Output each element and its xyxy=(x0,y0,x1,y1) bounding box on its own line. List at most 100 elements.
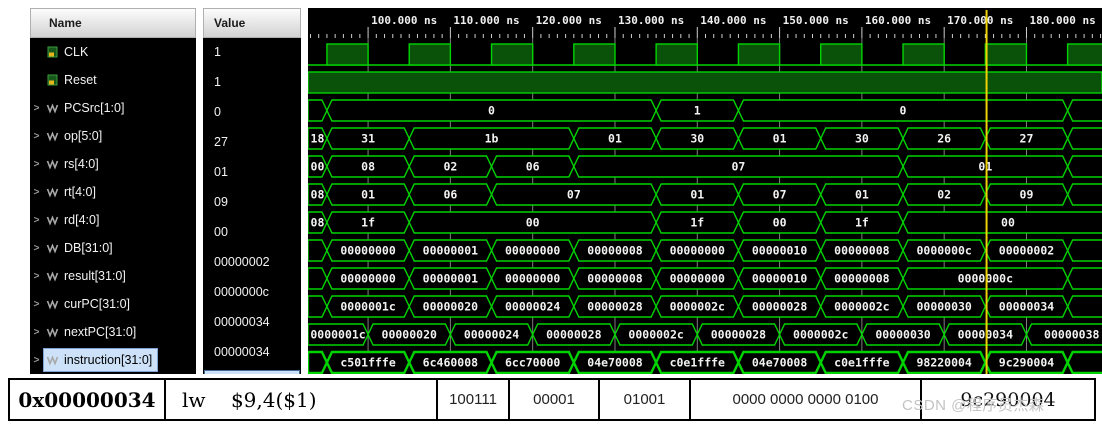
signal-value-reset[interactable]: 1 xyxy=(203,70,301,98)
signal-name-label: nextPC[31:0] xyxy=(64,325,137,339)
svg-text:00000001: 00000001 xyxy=(423,244,478,258)
signal-row-clk[interactable]: >CLK xyxy=(30,38,196,66)
waveform-area[interactable]: 100.000 ns 110.000 ns 120.000 ns 130.000 ns… xyxy=(308,8,1102,374)
signal-row-result[interactable]: > result[31:0] xyxy=(30,262,196,290)
svg-text:07: 07 xyxy=(567,188,581,202)
svg-text:110.000 ns: 110.000 ns xyxy=(453,14,519,27)
signal-row-reset[interactable]: >Reset xyxy=(30,66,196,94)
expand-arrow-icon[interactable]: > xyxy=(33,130,40,142)
signal-value-text: 00000002 xyxy=(214,255,270,269)
signal-value-text: 00000034 xyxy=(214,345,270,359)
svg-text:00000002: 00000002 xyxy=(999,244,1054,258)
svg-text:140.000 ns: 140.000 ns xyxy=(700,14,766,27)
svg-text:07: 07 xyxy=(731,160,745,174)
signal-row-rt[interactable]: > rt[4:0] xyxy=(30,178,196,206)
value-column-header[interactable]: Value xyxy=(203,8,301,38)
svg-text:08: 08 xyxy=(311,188,325,202)
port-signal-icon xyxy=(46,46,60,58)
decode-opcode-cell: 100111 xyxy=(438,380,510,419)
signal-name-cell: op[5:0] xyxy=(43,124,108,148)
signal-name-list: >CLK>Reset > PCSrc[1:0] > op[5:0] > rs[4:0] > rt… xyxy=(30,38,196,374)
signal-name-cell: result[31:0] xyxy=(43,264,132,288)
signal-value-rd[interactable]: 00 xyxy=(203,220,301,248)
expand-arrow-icon[interactable]: > xyxy=(33,214,40,226)
expand-arrow-icon[interactable]: > xyxy=(33,158,40,170)
signal-name-label: rs[4:0] xyxy=(64,157,99,171)
signal-name-label: PCSrc[1:0] xyxy=(64,101,125,115)
signal-value-op[interactable]: 27 xyxy=(203,130,301,158)
svg-text:0: 0 xyxy=(488,104,495,118)
signal-value-nextpc[interactable]: 00000034 xyxy=(203,340,301,368)
signal-row-op[interactable]: > op[5:0] xyxy=(30,122,196,150)
signal-row-db[interactable]: > DB[31:0] xyxy=(30,234,196,262)
svg-text:01: 01 xyxy=(690,188,704,202)
svg-text:00000030: 00000030 xyxy=(875,328,930,342)
signal-value-curpc[interactable]: 00000034 xyxy=(203,310,301,338)
svg-text:00000024: 00000024 xyxy=(464,328,519,342)
svg-text:98220004: 98220004 xyxy=(916,356,971,370)
signal-name-label: rt[4:0] xyxy=(64,185,96,199)
signal-value-instruction[interactable]: 9c290004 xyxy=(203,370,301,374)
signal-row-instruction[interactable]: > instruction[31:0] xyxy=(30,346,196,374)
svg-text:0000002c: 0000002c xyxy=(793,328,848,342)
expand-arrow-icon[interactable]: > xyxy=(33,186,40,198)
bus-signal-icon xyxy=(46,298,60,310)
signal-name-label: curPC[31:0] xyxy=(64,297,131,311)
expand-arrow-icon[interactable]: > xyxy=(33,102,40,114)
svg-text:02: 02 xyxy=(937,188,951,202)
signal-row-rs[interactable]: > rs[4:0] xyxy=(30,150,196,178)
signal-value-rs[interactable]: 01 xyxy=(203,160,301,188)
svg-text:00000038: 00000038 xyxy=(1044,328,1099,342)
signal-name-cell: nextPC[31:0] xyxy=(43,320,142,344)
svg-text:00000034: 00000034 xyxy=(958,328,1013,342)
signal-row-nextpc[interactable]: > nextPC[31:0] xyxy=(30,318,196,346)
svg-text:6cc70000: 6cc70000 xyxy=(505,356,560,370)
signal-row-curpc[interactable]: > curPC[31:0] xyxy=(30,290,196,318)
wave-row-db: 00000000 00000001 00000000 00000008 00000000… xyxy=(308,239,1102,262)
svg-text:02: 02 xyxy=(443,160,457,174)
svg-text:c0e1fffe: c0e1fffe xyxy=(834,356,889,370)
signal-value-text: 01 xyxy=(214,165,228,179)
name-column-header[interactable]: Name xyxy=(30,8,196,38)
signal-value-pcsrc[interactable]: 0 xyxy=(203,100,301,128)
signal-row-pcsrc[interactable]: > PCSrc[1:0] xyxy=(30,94,196,122)
signal-name-label: op[5:0] xyxy=(64,129,103,143)
signal-value-text: 27 xyxy=(214,135,228,149)
svg-text:180.000 ns: 180.000 ns xyxy=(1029,14,1095,27)
expand-arrow-icon[interactable]: > xyxy=(33,354,40,366)
svg-text:c501fffe: c501fffe xyxy=(340,356,395,370)
bus-signal-icon xyxy=(46,158,60,170)
expand-arrow-icon[interactable]: > xyxy=(33,242,40,254)
expand-arrow-icon[interactable]: > xyxy=(33,298,40,310)
svg-text:160.000 ns: 160.000 ns xyxy=(865,14,931,27)
signal-name-panel: Name >CLK>Reset > PCSrc[1:0] > op[5:0] > rs[4:… xyxy=(30,8,196,374)
wave-row-rt: 08 01 06 07 01 07 01 02 09 xyxy=(308,183,1102,206)
svg-text:07: 07 xyxy=(773,188,787,202)
svg-text:00000028: 00000028 xyxy=(752,300,807,314)
expand-arrow-icon[interactable]: > xyxy=(33,326,40,338)
signal-row-rd[interactable]: > rd[4:0] xyxy=(30,206,196,234)
signal-name-cell: rd[4:0] xyxy=(43,208,105,232)
expand-arrow-icon[interactable]: > xyxy=(33,270,40,282)
signal-value-clk[interactable]: 1 xyxy=(203,40,301,68)
svg-text:c0e1fffe: c0e1fffe xyxy=(670,356,725,370)
signal-value-rt[interactable]: 09 xyxy=(203,190,301,218)
wave-row-result: 00000000 00000001 00000000 00000008 00000000… xyxy=(308,267,1102,290)
signal-value-text: 0000000c xyxy=(214,285,269,299)
svg-text:0000001c: 0000001c xyxy=(340,300,395,314)
decode-asm-cell: lw $9,4($1) xyxy=(166,380,438,419)
svg-text:00: 00 xyxy=(526,216,540,230)
bus-signal-icon xyxy=(46,186,60,198)
svg-text:00000010: 00000010 xyxy=(752,272,807,286)
svg-text:00000000: 00000000 xyxy=(670,244,725,258)
svg-text:08: 08 xyxy=(361,160,375,174)
svg-text:00000008: 00000008 xyxy=(834,244,889,258)
signal-value-result[interactable]: 0000000c xyxy=(203,280,301,308)
wave-row-clk xyxy=(308,43,1102,66)
svg-text:1f: 1f xyxy=(361,216,375,230)
signal-name-label: result[31:0] xyxy=(64,269,126,283)
svg-text:00000034: 00000034 xyxy=(999,300,1054,314)
svg-text:100.000 ns: 100.000 ns xyxy=(371,14,437,27)
signal-value-db[interactable]: 00000002 xyxy=(203,250,301,278)
